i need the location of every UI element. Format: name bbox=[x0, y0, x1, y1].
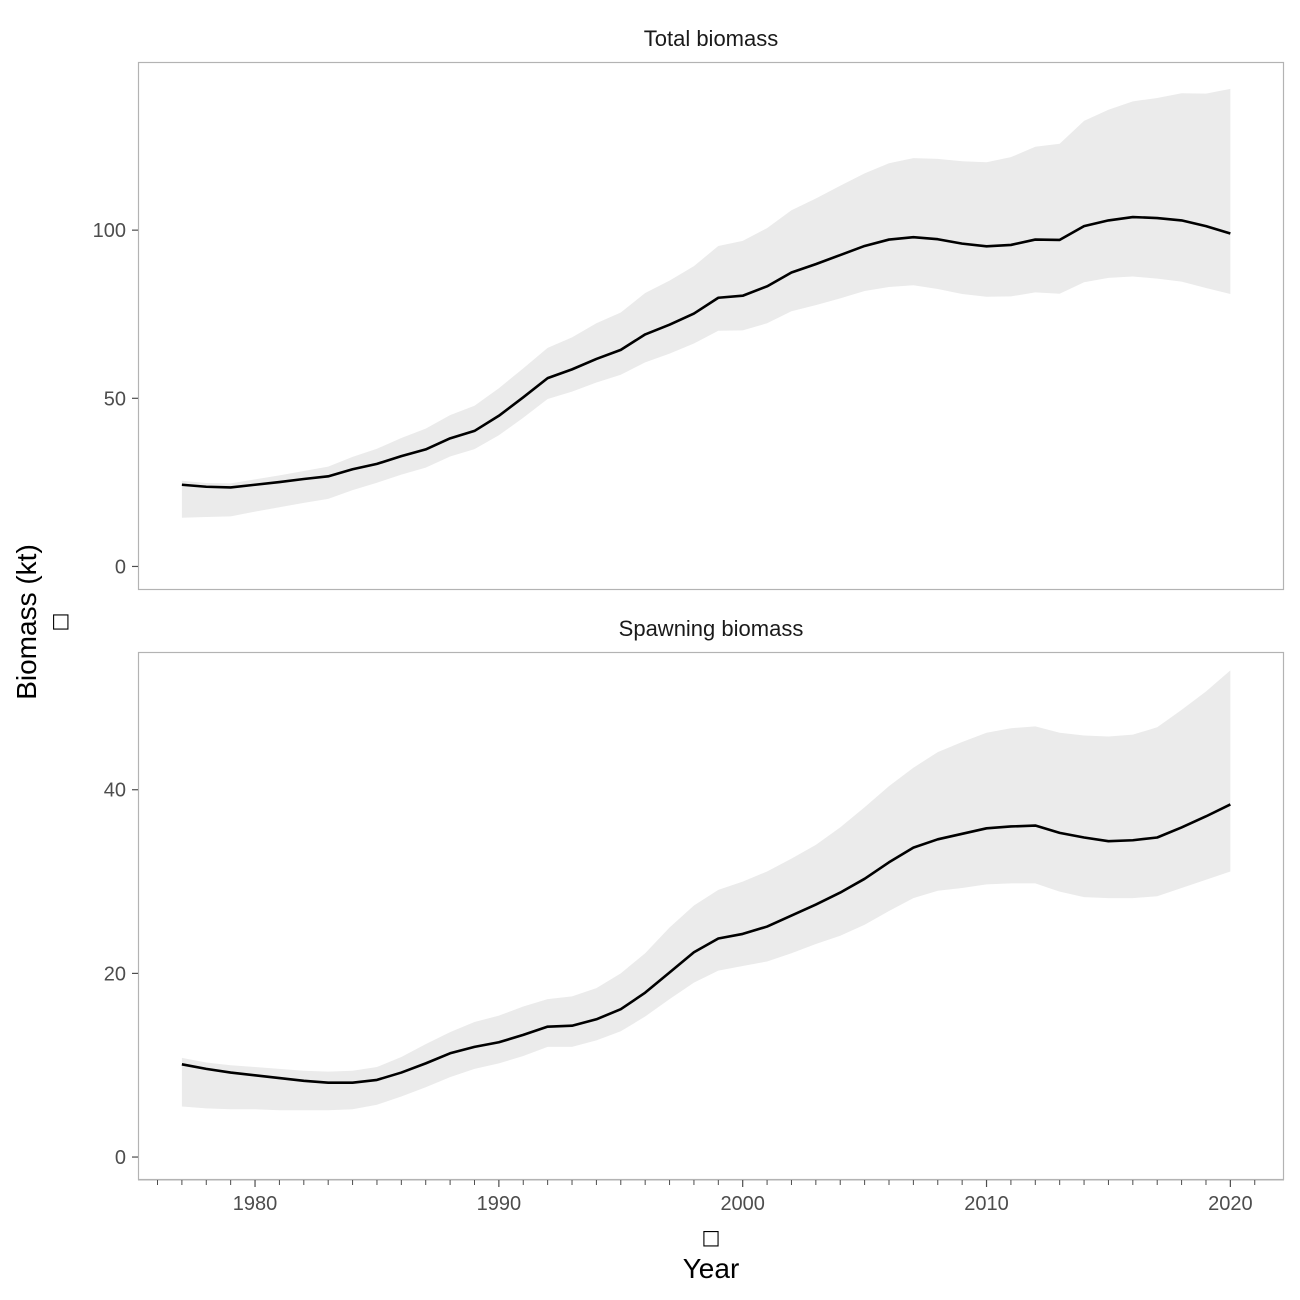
confidence-ribbon bbox=[181, 670, 1231, 1111]
y-tick-label: 20 bbox=[104, 963, 126, 985]
x-axis-missing-glyph: □ bbox=[702, 1225, 721, 1249]
y-axis-title: Biomass (kt) bbox=[11, 544, 42, 700]
y-axis-missing-glyph: □ bbox=[47, 613, 71, 632]
x-tick-label: 2020 bbox=[1208, 1193, 1253, 1215]
chart-panels: Total biomass 0 50 100 Spawning biomass 0 20 40 bbox=[93, 26, 1285, 1181]
x-tick-label: 2000 bbox=[720, 1193, 765, 1215]
biomass-line bbox=[181, 803, 1231, 1084]
y-tick-label: 100 bbox=[93, 220, 126, 242]
panel-title: Spawning biomass bbox=[619, 616, 804, 641]
x-tick-label: 1990 bbox=[477, 1193, 522, 1215]
x-tick-label: 2010 bbox=[964, 1193, 1009, 1215]
y-tick-label: 40 bbox=[104, 780, 126, 802]
biomass-line bbox=[181, 215, 1231, 489]
x-axis-title: Year bbox=[683, 1253, 740, 1284]
x-axis: 1980 1990 2000 2010 2020 bbox=[138, 1179, 1284, 1215]
y-tick-label: 0 bbox=[115, 1147, 126, 1169]
y-tick-label: 0 bbox=[115, 556, 126, 578]
y-tick-label: 50 bbox=[104, 388, 126, 410]
confidence-ribbon bbox=[181, 88, 1231, 518]
panel-title: Total biomass bbox=[644, 26, 779, 51]
panel-1: Total biomass 0 50 100 bbox=[93, 26, 1285, 591]
x-tick-label: 1980 bbox=[233, 1193, 278, 1215]
panel-2: Spawning biomass 0 20 40 bbox=[104, 616, 1285, 1181]
